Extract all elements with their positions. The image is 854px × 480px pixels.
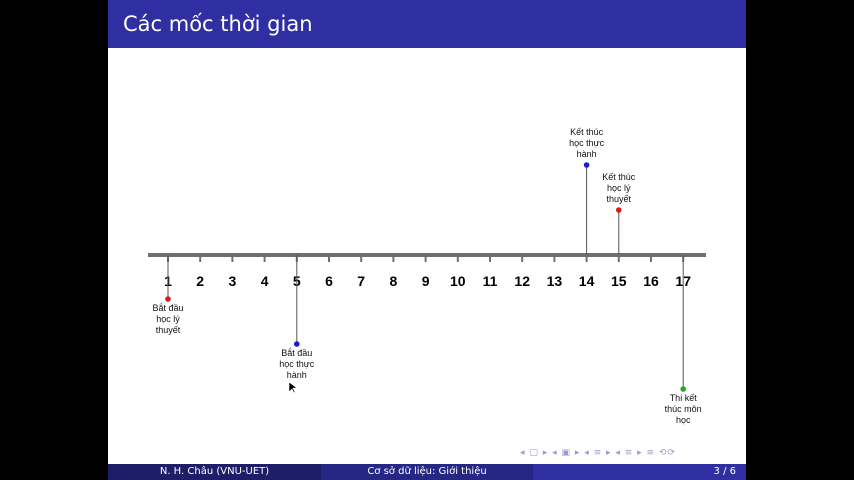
tick-label: 13: [547, 273, 563, 289]
event-label: học lý: [607, 183, 631, 193]
tick-label: 15: [611, 273, 627, 289]
tick-label: 14: [579, 273, 595, 289]
event-label: thúc môn: [665, 404, 702, 414]
event-label: học: [676, 415, 691, 425]
event-marker-dot: [616, 207, 622, 213]
event-label: thuyết: [607, 194, 632, 204]
event-marker-dot: [583, 162, 590, 168]
event-label: Thi kết: [670, 393, 698, 403]
footer-page-number: 3 / 6: [533, 464, 746, 480]
event-label: Bắt đầu: [281, 348, 312, 358]
event-label: thuyết: [156, 325, 181, 335]
event-label: học thực: [279, 359, 315, 369]
footer: N. H. Châu (VNU-UET) Cơ sở dữ liệu: Giới…: [108, 464, 746, 480]
event-label: hành: [287, 370, 307, 380]
mouse-cursor-icon: [289, 382, 298, 394]
tick-label: 12: [514, 273, 530, 289]
beamer-navigation-controls[interactable]: ◂ ▢ ▸ ◂ ▣ ▸ ◂ ≡ ▸ ◂ ≡ ▸ ≡ ⟲⟳: [520, 448, 677, 458]
event-label: hành: [577, 149, 597, 159]
event-label: Kết thúc: [602, 172, 636, 182]
tick-label: 11: [483, 273, 498, 289]
tick-label: 16: [643, 273, 659, 289]
tick-label: 9: [422, 273, 430, 289]
event-marker-dot: [294, 341, 300, 347]
tick-label: 7: [357, 273, 365, 289]
tick-label: 3: [229, 273, 237, 289]
page-number-text: 3 / 6: [713, 466, 736, 477]
tick-label: 10: [450, 273, 466, 289]
slide-title: Các mốc thời gian: [123, 12, 313, 36]
event-label: học lý: [156, 314, 180, 324]
event-label: Kết thúc: [570, 127, 604, 137]
tick-label: 6: [325, 273, 333, 289]
title-bar: Các mốc thời gian: [108, 0, 746, 48]
event-marker-dot: [165, 296, 171, 302]
tick-label: 4: [261, 273, 269, 289]
tick-label: 8: [390, 273, 398, 289]
footer-author: N. H. Châu (VNU-UET): [108, 464, 321, 480]
event-marker-dot: [680, 386, 686, 392]
footer-course-title: Cơ sở dữ liệu: Giới thiệu: [321, 464, 533, 480]
event-label: học thực: [569, 138, 605, 148]
slide: Các mốc thời gian 1234567891011121314151…: [108, 0, 746, 480]
tick-label: 2: [196, 273, 204, 289]
event-label: Bắt đầu: [152, 303, 183, 313]
